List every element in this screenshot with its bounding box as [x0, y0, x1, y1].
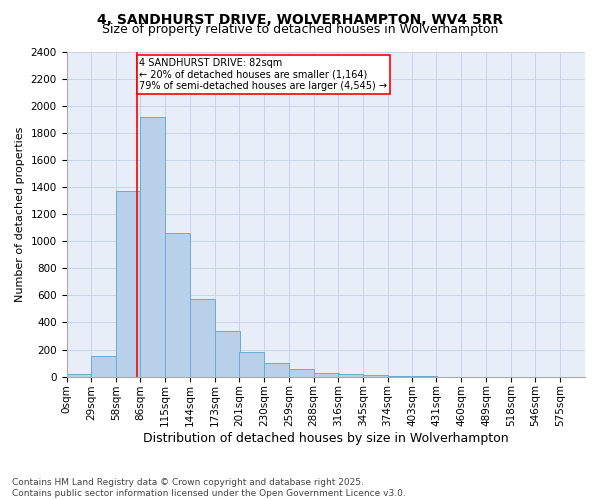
Bar [289, 368, 314, 376]
Bar [239, 352, 264, 376]
Bar [338, 374, 362, 376]
Bar [116, 191, 141, 376]
Bar [215, 330, 240, 376]
Text: 4, SANDHURST DRIVE, WOLVERHAMPTON, WV4 5RR: 4, SANDHURST DRIVE, WOLVERHAMPTON, WV4 5… [97, 12, 503, 26]
Bar [314, 372, 338, 376]
Y-axis label: Number of detached properties: Number of detached properties [15, 126, 25, 302]
Text: 4 SANDHURST DRIVE: 82sqm
← 20% of detached houses are smaller (1,164)
79% of sem: 4 SANDHURST DRIVE: 82sqm ← 20% of detach… [139, 58, 388, 92]
Bar [264, 363, 289, 376]
Bar [165, 233, 190, 376]
X-axis label: Distribution of detached houses by size in Wolverhampton: Distribution of detached houses by size … [143, 432, 509, 445]
Bar [140, 116, 165, 376]
Title: 4, SANDHURST DRIVE, WOLVERHAMPTON, WV4 5RR
Size of property relative to detached: 4, SANDHURST DRIVE, WOLVERHAMPTON, WV4 5… [0, 499, 1, 500]
Bar [91, 356, 116, 376]
Text: Size of property relative to detached houses in Wolverhampton: Size of property relative to detached ho… [102, 22, 498, 36]
Text: Contains HM Land Registry data © Crown copyright and database right 2025.
Contai: Contains HM Land Registry data © Crown c… [12, 478, 406, 498]
Bar [190, 300, 215, 376]
Bar [67, 374, 91, 376]
